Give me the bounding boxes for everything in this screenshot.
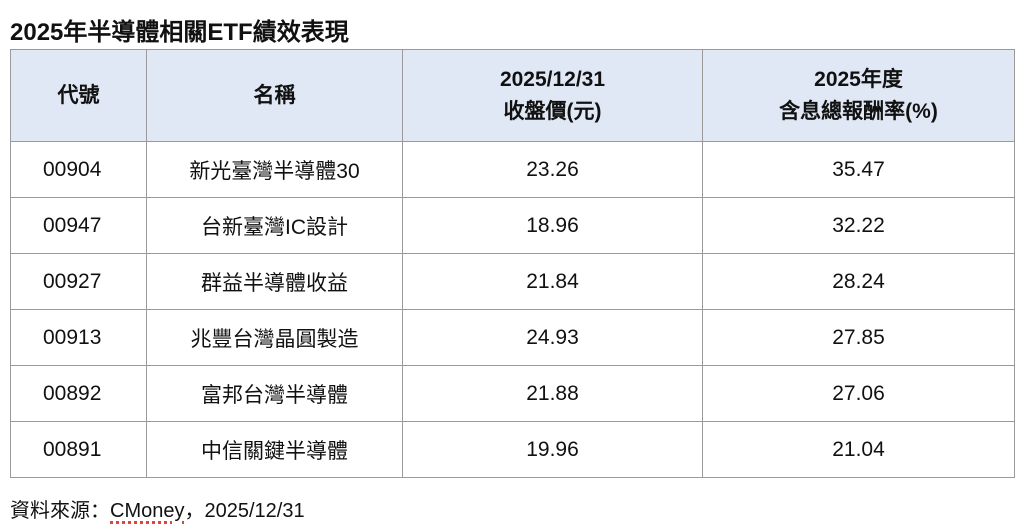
header-line: 收盤價(元) — [503, 99, 602, 123]
etf-performance-table: 代號 名稱 2025/12/31 收盤價(元) 2025年度含息總報酬率(%) 0090… — [10, 49, 1015, 478]
etf-name: 中信關鍵半導體 — [146, 421, 403, 478]
header-line: 名稱 — [253, 83, 296, 107]
etf-code: 00913 — [10, 309, 147, 366]
table-row: 00891 中信關鍵半導體 19.96 21.04 — [10, 421, 1015, 478]
table-row: 00904 新光臺灣半導體30 23.26 35.47 — [10, 141, 1015, 198]
total-return: 27.85 — [702, 309, 1015, 366]
column-header: 名稱 — [146, 49, 403, 142]
etf-code: 00904 — [10, 141, 147, 198]
column-header: 2025年度含息總報酬率(%) — [702, 49, 1015, 142]
source-name: CMoney — [110, 500, 185, 522]
header-row: 代號 名稱 2025/12/31 收盤價(元) 2025年度含息總報酬率(%) — [10, 49, 1015, 142]
close-price: 23.26 — [402, 141, 703, 198]
table-row: 00892 富邦台灣半導體 21.88 27.06 — [10, 365, 1015, 422]
table-row: 00913 兆豐台灣晶圓製造 24.93 27.85 — [10, 309, 1015, 366]
etf-name: 富邦台灣半導體 — [146, 365, 403, 422]
header-line: 2025年度 — [814, 67, 903, 91]
source-suffix: ，2025/12/31 — [184, 500, 305, 522]
total-return: 21.04 — [702, 421, 1015, 478]
table-row: 00927 群益半導體收益 21.84 28.24 — [10, 253, 1015, 310]
close-price: 19.96 — [402, 421, 703, 478]
etf-name: 台新臺灣IC設計 — [146, 197, 403, 254]
etf-name: 兆豐台灣晶圓製造 — [146, 309, 403, 366]
close-price: 24.93 — [402, 309, 703, 366]
header-line: 代號 — [57, 83, 100, 107]
header-line: 含息總報酬率(%) — [779, 99, 938, 123]
total-return: 28.24 — [702, 253, 1015, 310]
etf-code: 00892 — [10, 365, 147, 422]
header-line: 2025/12/31 — [499, 67, 606, 91]
close-price: 18.96 — [402, 197, 703, 254]
etf-name: 新光臺灣半導體30 — [146, 141, 403, 198]
source-prefix: 資料來源： — [10, 500, 110, 522]
source-note: 資料來源：CMoney，2025/12/31 — [10, 494, 305, 523]
etf-code: 00891 — [10, 421, 147, 478]
column-header: 代號 — [10, 49, 147, 142]
page-title: 2025年半導體相關ETF績效表現 — [10, 19, 349, 46]
close-price: 21.88 — [402, 365, 703, 422]
table-row: 00947 台新臺灣IC設計 18.96 32.22 — [10, 197, 1015, 254]
etf-code: 00927 — [10, 253, 147, 310]
etf-code: 00947 — [10, 197, 147, 254]
total-return: 35.47 — [702, 141, 1015, 198]
total-return: 32.22 — [702, 197, 1015, 254]
column-header: 2025/12/31 收盤價(元) — [402, 49, 703, 142]
close-price: 21.84 — [402, 253, 703, 310]
total-return: 27.06 — [702, 365, 1015, 422]
etf-name: 群益半導體收益 — [146, 253, 403, 310]
